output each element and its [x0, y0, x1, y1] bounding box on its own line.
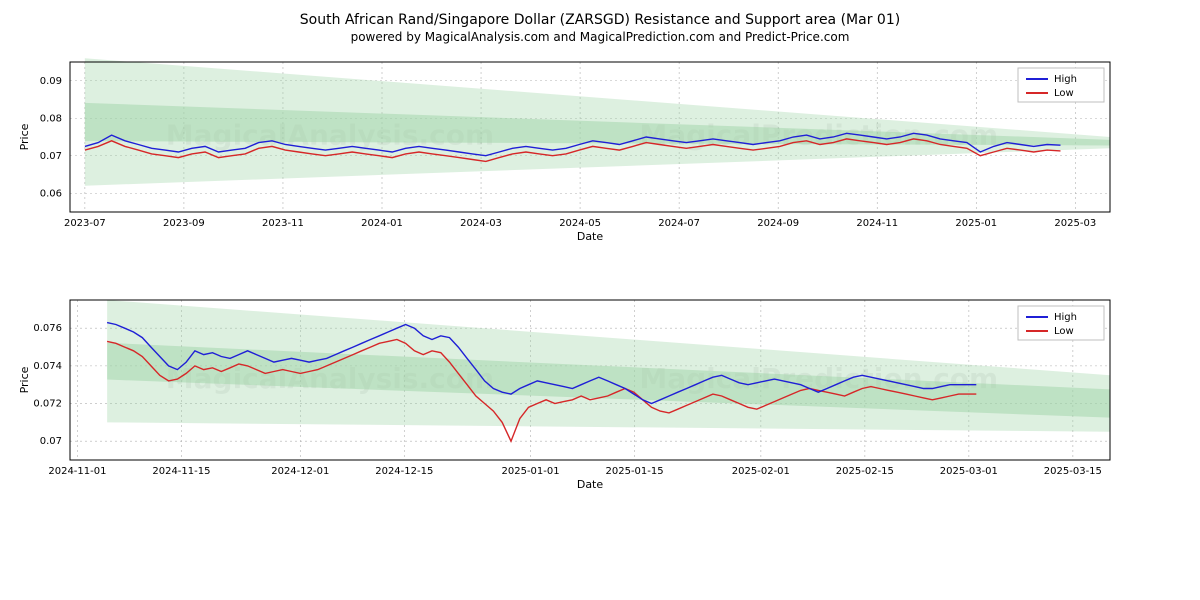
xtick-label: 2025-01-01	[502, 466, 560, 477]
ytick-label: 0.09	[40, 76, 62, 87]
y-axis-label: Price	[18, 123, 31, 150]
ytick-label: 0.076	[33, 323, 62, 334]
xtick-label: 2024-11-15	[152, 466, 210, 477]
xtick-label: 2025-03-01	[940, 466, 998, 477]
xtick-label: 2024-03	[460, 218, 502, 229]
xtick-label: 2025-02-15	[836, 466, 894, 477]
xtick-label: 2024-11	[856, 218, 898, 229]
ytick-label: 0.07	[40, 151, 62, 162]
xtick-label: 2025-01-15	[606, 466, 664, 477]
xtick-label: 2024-11-01	[48, 466, 106, 477]
ytick-label: 0.08	[40, 113, 62, 124]
x-axis-label: Date	[577, 478, 604, 491]
ytick-label: 0.06	[40, 188, 62, 199]
xtick-label: 2023-11	[262, 218, 304, 229]
xtick-label: 2025-01	[955, 218, 997, 229]
xtick-label: 2024-12-01	[271, 466, 329, 477]
top-chart-container: 0.06 0.07 0.08 0.09 2023-07 2023-09 2023-11 202…	[10, 52, 1190, 272]
chart-main-title: South African Rand/Singapore Dollar (ZAR…	[10, 12, 1190, 28]
xtick-label: 2024-01	[361, 218, 403, 229]
xtick-label: 2023-07	[64, 218, 106, 229]
xtick-label: 2024-05	[559, 218, 601, 229]
ytick-label: 0.072	[33, 399, 62, 410]
bottom-chart-svg: 0.07 0.072 0.074 0.076 2024-11-01 2024-11-15 2…	[10, 290, 1130, 520]
xtick-label: 2024-09	[757, 218, 799, 229]
legend-low-label: Low	[1054, 88, 1074, 99]
legend-low-label: Low	[1054, 326, 1074, 337]
ytick-label: 0.07	[40, 436, 62, 447]
chart-subtitle: powered by MagicalAnalysis.com and Magic…	[10, 30, 1190, 44]
legend-high-label: High	[1054, 312, 1077, 323]
xtick-label: 2025-03	[1054, 218, 1096, 229]
xtick-label: 2025-02-01	[732, 466, 790, 477]
bottom-chart-container: 0.07 0.072 0.074 0.076 2024-11-01 2024-11-15 2…	[10, 290, 1190, 520]
legend-high-label: High	[1054, 74, 1077, 85]
xtick-label: 2025-03-15	[1044, 466, 1102, 477]
y-axis-label: Price	[18, 366, 31, 393]
top-chart-svg: 0.06 0.07 0.08 0.09 2023-07 2023-09 2023-11 202…	[10, 52, 1130, 272]
ytick-label: 0.074	[33, 361, 62, 372]
x-axis-label: Date	[577, 230, 604, 243]
xtick-label: 2024-12-15	[375, 466, 433, 477]
xtick-label: 2024-07	[658, 218, 700, 229]
xtick-label: 2023-09	[163, 218, 205, 229]
